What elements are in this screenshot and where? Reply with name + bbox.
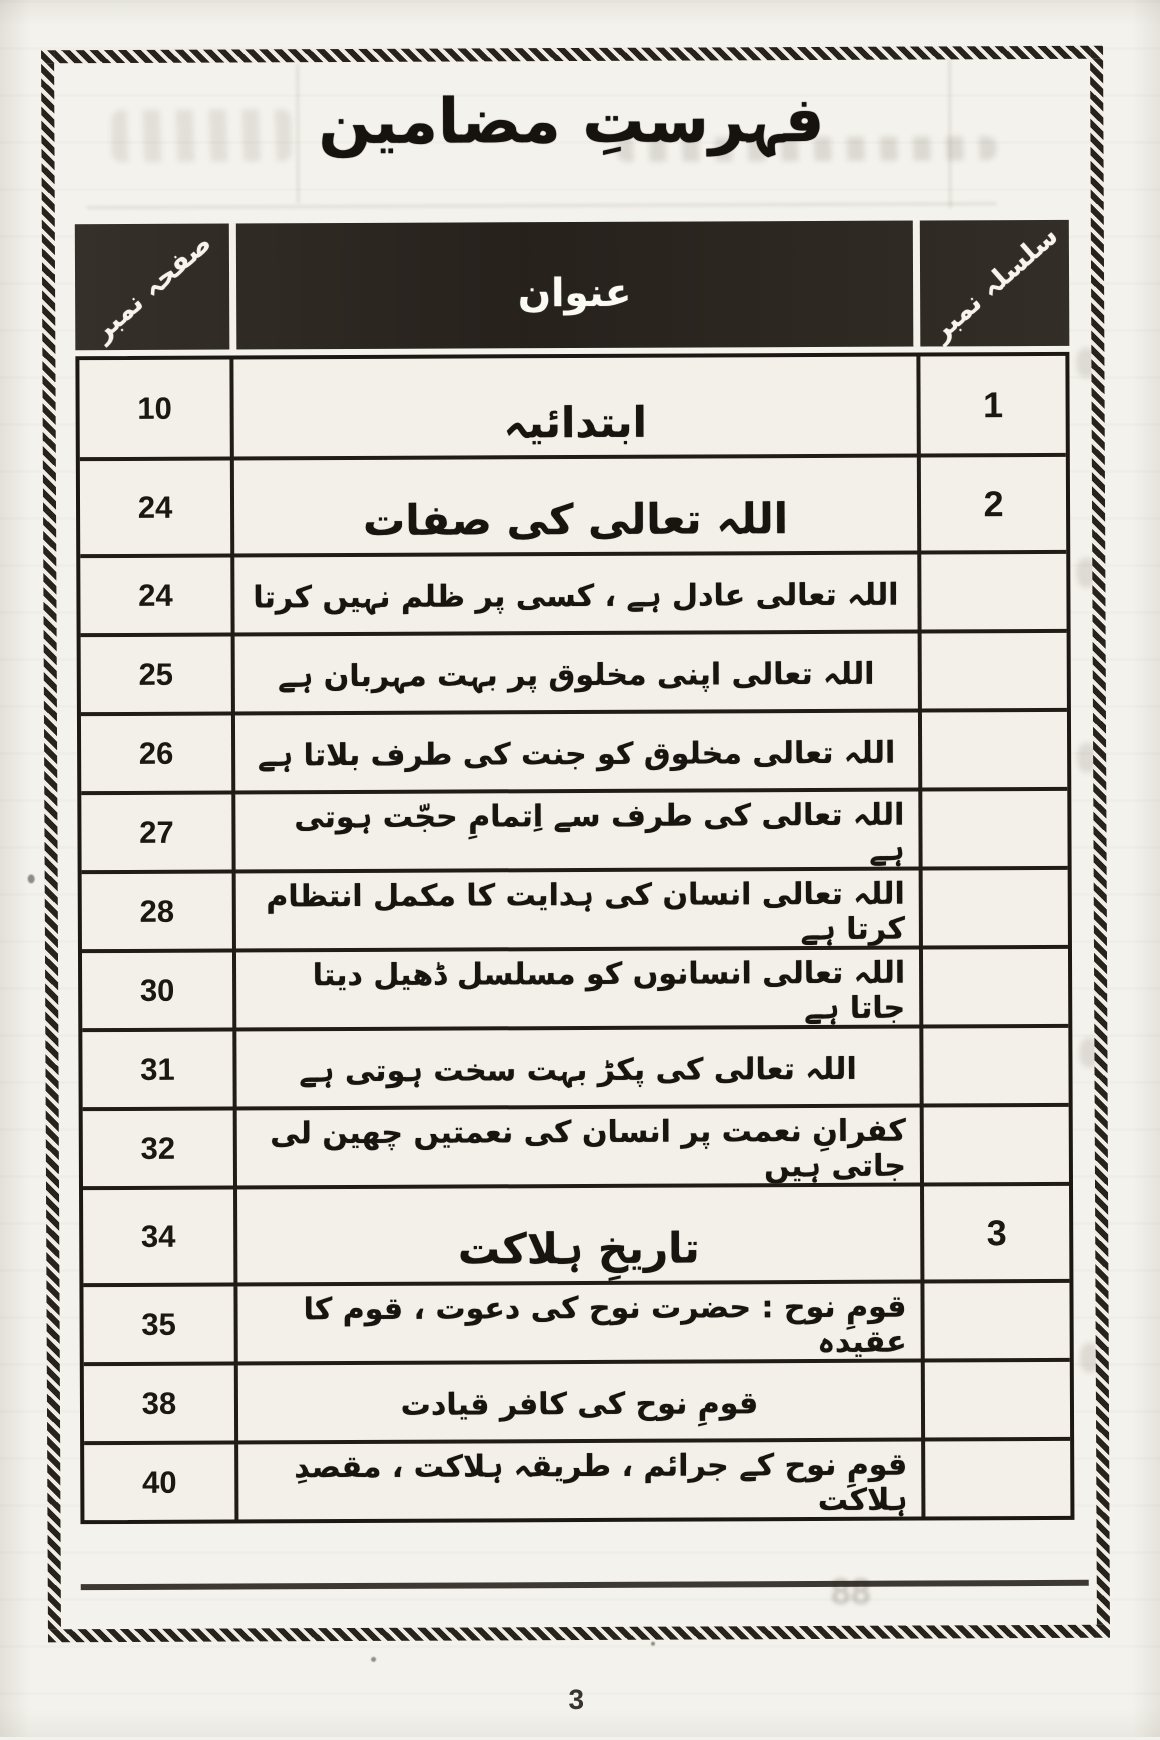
title-cell: قومِ نوح کے جرائم ، طریقہ ہلاکت ، مقصدِ …: [238, 1441, 926, 1520]
toc-row: 24 اللہ تعالی عادل ہے ، کسی پر ظلم نہیں …: [80, 549, 1067, 634]
header-label-page-number: صفحہ نمبر: [86, 226, 218, 347]
title-cell: اللہ تعالی عادل ہے ، کسی پر ظلم نہیں کرت…: [234, 554, 922, 633]
title-cell: اللہ تعالی مخلوق کو جنت کی طرف بلاتا ہے: [234, 712, 923, 791]
serial-cell: 3: [986, 1211, 1007, 1253]
toc-row: 27 اللہ تعالی کی طرف سے اِتمامِ حجّت ہوت…: [81, 786, 1068, 871]
serial-cell: 2: [983, 482, 1004, 524]
doc-title: فہرستِ مضامین: [318, 82, 825, 159]
ink-speck: [650, 1641, 656, 1646]
page-number-cell: 35: [83, 1286, 238, 1363]
ink-speck: [27, 874, 35, 884]
page-number-cell: 31: [82, 1031, 237, 1108]
serial-cell: [923, 949, 1068, 1025]
serial-cell: [922, 633, 1067, 709]
header-label-title: عنوان: [517, 270, 632, 316]
page-number-cell: 24: [80, 557, 235, 634]
toc-row: 40 قومِ نوح کے جرائم ، طریقہ ہلاکت ، مقص…: [84, 1436, 1071, 1521]
page-number-cell: 26: [80, 715, 236, 792]
header-cell-title: عنوان: [228, 220, 921, 350]
toc-row: 35 قومِ نوح : حضرت نوح کی دعوت ، قوم کا …: [83, 1278, 1070, 1363]
page-number-cell: 24: [79, 460, 235, 555]
toc-row: 30 اللہ تعالی انسانوں کو مسلسل ڈھیل دیتا…: [81, 944, 1069, 1029]
title-cell: اللہ تعالی انسان کی ہدایت کا مکمل انتظام…: [235, 870, 923, 949]
serial-cell: 1: [982, 383, 1004, 425]
page-footer-number: 3: [568, 1683, 585, 1716]
toc-row: 28 اللہ تعالی انسان کی ہدایت کا مکمل انت…: [81, 865, 1068, 950]
title-cell: اللہ تعالی انسانوں کو مسلسل ڈھیل دیتا جا…: [235, 949, 924, 1028]
serial-cell: [925, 1362, 1070, 1438]
title-cell: ابتدائیہ: [233, 356, 921, 457]
serial-cell: [923, 870, 1068, 946]
title-cell: تاریخِ ہلاکت: [237, 1186, 925, 1283]
serial-cell: [922, 712, 1067, 788]
title-cell: اللہ تعالی اپنی مخلوق پر بہت مہربان ہے: [234, 633, 922, 712]
page-number-cell: 40: [84, 1444, 239, 1521]
page-number-cell: 28: [81, 873, 236, 950]
toc-row: 26 اللہ تعالی مخلوق کو جنت کی طرف بلاتا …: [80, 707, 1068, 792]
page-number-cell: 27: [81, 794, 236, 871]
serial-cell: [923, 1028, 1068, 1104]
serial-cell: [925, 1441, 1070, 1517]
toc-header-row: صفحہ نمبر عنوان سلسلہ نمبر: [74, 220, 1070, 351]
title-cell: کفرانِ نعمت پر انسان کی نعمتیں چھین لی ج…: [236, 1107, 924, 1186]
header-label-serial-number: سلسلہ نمبر: [925, 219, 1064, 347]
toc-table: صفحہ نمبر عنوان سلسلہ نمبر 10 ابتدائیہ 1…: [74, 220, 1075, 1525]
page-number-cell: 34: [83, 1189, 238, 1284]
page-number-cell: 38: [83, 1365, 239, 1442]
toc-row: 38 قومِ نوح کی کافر قیادت: [83, 1357, 1071, 1442]
title-cell: قومِ نوح کی کافر قیادت: [237, 1362, 926, 1441]
title-cell: اللہ تعالی کی پکڑ بہت سخت ہوتی ہے: [236, 1028, 924, 1107]
toc-row: 31 اللہ تعالی کی پکڑ بہت سخت ہوتی ہے: [82, 1023, 1069, 1108]
serial-cell: [921, 554, 1066, 630]
ink-speck: [371, 1656, 377, 1662]
toc-row: 32 کفرانِ نعمت پر انسان کی نعمتیں چھین ل…: [82, 1102, 1069, 1187]
serial-cell: [922, 791, 1067, 867]
toc-row: 25 اللہ تعالی اپنی مخلوق پر بہت مہربان ہ…: [80, 628, 1067, 713]
serial-cell: [924, 1283, 1069, 1359]
title-cell: اللہ تعالی کی طرف سے اِتمامِ حجّت ہوتی ہ…: [235, 791, 923, 870]
toc-row: 34 تاریخِ ہلاکت 3: [83, 1181, 1070, 1284]
page-number-cell: 30: [81, 952, 237, 1029]
page-number-cell: 32: [82, 1110, 238, 1187]
page-number-cell: 10: [79, 359, 234, 458]
toc-row: 10 ابتدائیہ 1: [79, 356, 1065, 458]
header-cell-serial-number: سلسلہ نمبر: [920, 220, 1070, 347]
title-cell: اللہ تعالی کی صفات: [233, 457, 922, 554]
title-cell: قومِ نوح : حضرت نوح کی دعوت ، قوم کا عقی…: [237, 1283, 925, 1362]
serial-cell: [924, 1107, 1069, 1183]
header-cell-page-number: صفحہ نمبر: [75, 224, 230, 351]
toc-body: 10 ابتدائیہ 1 24 اللہ تعالی کی صفات 2 24…: [75, 351, 1075, 1525]
page-number-cell: 25: [80, 636, 235, 713]
toc-row: 24 اللہ تعالی کی صفات 2: [79, 452, 1067, 555]
